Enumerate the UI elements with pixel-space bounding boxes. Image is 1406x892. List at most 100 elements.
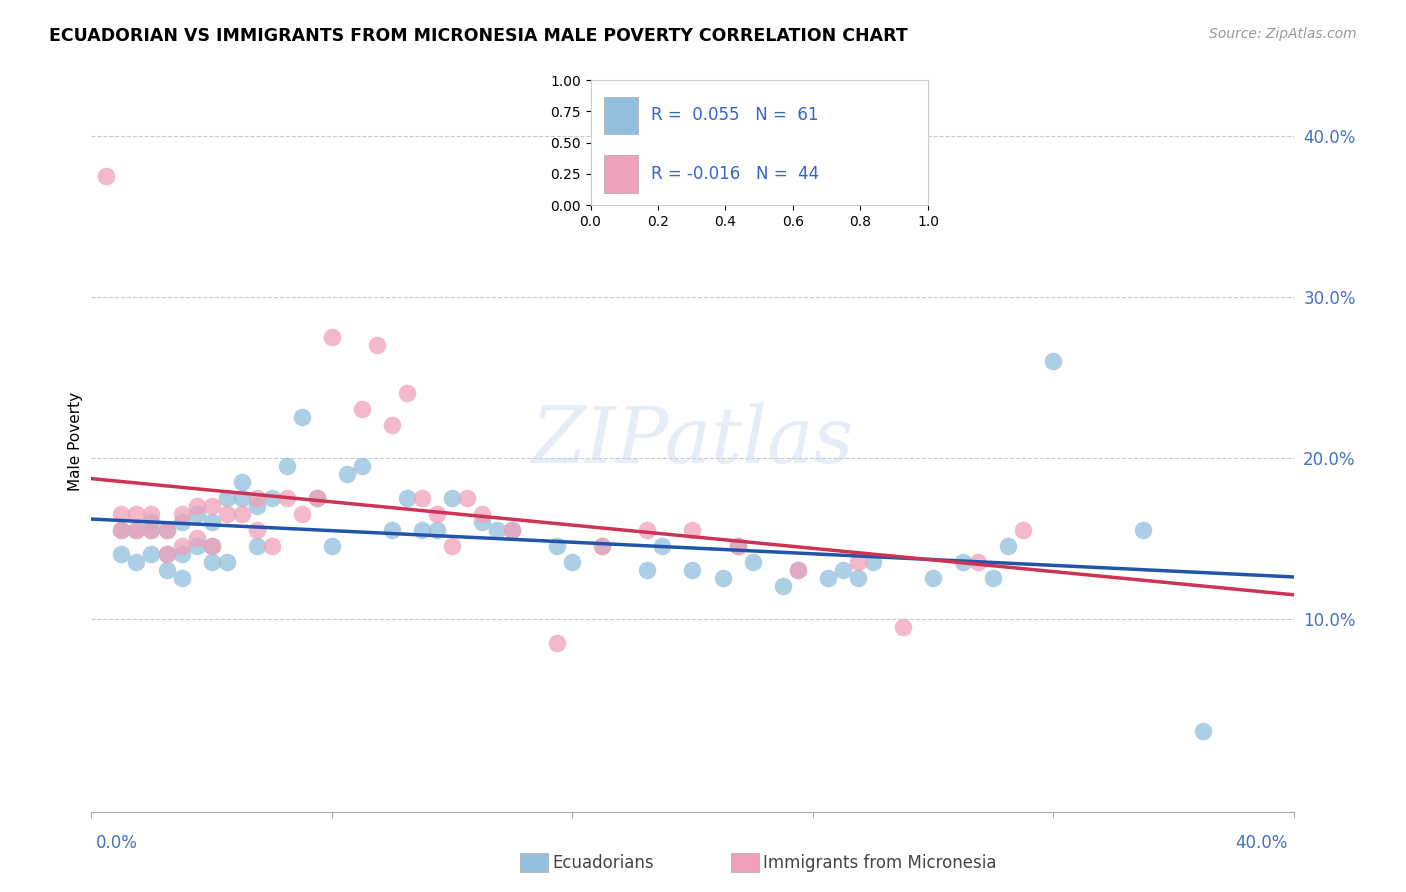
Point — [727, 539, 749, 553]
Point — [817, 571, 839, 585]
Point — [862, 555, 884, 569]
Point — [681, 523, 703, 537]
Point — [155, 547, 177, 561]
Text: ZIPatlas: ZIPatlas — [531, 403, 853, 480]
Point — [201, 499, 224, 513]
Text: 0.0%: 0.0% — [96, 834, 138, 852]
Point — [486, 523, 509, 537]
Point — [170, 571, 193, 585]
Point — [591, 539, 613, 553]
Point — [215, 555, 238, 569]
Point — [110, 507, 132, 521]
Point — [170, 547, 193, 561]
Point — [440, 539, 463, 553]
Point — [125, 555, 148, 569]
Point — [981, 571, 1004, 585]
Point — [846, 571, 869, 585]
Point — [426, 523, 449, 537]
FancyBboxPatch shape — [605, 96, 638, 134]
Point — [141, 523, 163, 537]
Point — [276, 458, 298, 473]
Point — [246, 499, 269, 513]
Point — [321, 539, 343, 553]
Point — [831, 563, 853, 577]
Point — [246, 523, 269, 537]
Point — [891, 619, 914, 633]
Point — [231, 507, 253, 521]
Point — [651, 539, 673, 553]
Point — [411, 491, 433, 505]
Point — [366, 338, 388, 352]
Point — [186, 539, 208, 553]
Point — [170, 539, 193, 553]
Point — [125, 507, 148, 521]
Point — [260, 539, 283, 553]
Point — [215, 507, 238, 521]
Point — [125, 523, 148, 537]
Point — [215, 491, 238, 505]
Point — [727, 539, 749, 553]
Point — [155, 547, 177, 561]
Point — [395, 386, 418, 401]
Point — [291, 507, 314, 521]
Point — [711, 571, 734, 585]
Point — [201, 539, 224, 553]
Point — [501, 523, 523, 537]
Point — [141, 507, 163, 521]
Point — [786, 563, 808, 577]
Point — [170, 515, 193, 529]
Point — [321, 330, 343, 344]
Point — [426, 507, 449, 521]
Point — [110, 547, 132, 561]
Point — [350, 402, 373, 417]
Point — [636, 523, 658, 537]
Point — [997, 539, 1019, 553]
Text: R =  0.055   N =  61: R = 0.055 N = 61 — [651, 106, 818, 124]
Point — [456, 491, 478, 505]
Point — [305, 491, 328, 505]
Point — [1012, 523, 1035, 537]
Point — [246, 539, 269, 553]
Text: Ecuadorians: Ecuadorians — [553, 854, 654, 871]
Point — [186, 531, 208, 545]
Text: Source: ZipAtlas.com: Source: ZipAtlas.com — [1209, 27, 1357, 41]
Point — [141, 515, 163, 529]
Point — [336, 467, 359, 481]
Point — [231, 491, 253, 505]
Text: 40.0%: 40.0% — [1236, 834, 1288, 852]
Point — [141, 523, 163, 537]
Point — [155, 563, 177, 577]
Point — [186, 499, 208, 513]
Point — [772, 579, 794, 593]
Point — [395, 491, 418, 505]
Point — [125, 523, 148, 537]
Point — [546, 539, 568, 553]
Point — [201, 515, 224, 529]
Point — [922, 571, 945, 585]
Text: R = -0.016   N =  44: R = -0.016 N = 44 — [651, 165, 820, 183]
Point — [741, 555, 763, 569]
Point — [201, 539, 224, 553]
Point — [276, 491, 298, 505]
Point — [305, 491, 328, 505]
Point — [291, 410, 314, 425]
Point — [440, 491, 463, 505]
Point — [201, 555, 224, 569]
Point — [681, 563, 703, 577]
FancyBboxPatch shape — [605, 155, 638, 193]
Point — [967, 555, 990, 569]
Point — [786, 563, 808, 577]
Text: Immigrants from Micronesia: Immigrants from Micronesia — [763, 854, 997, 871]
Point — [246, 491, 269, 505]
Point — [381, 418, 404, 433]
Point — [231, 475, 253, 489]
Point — [846, 555, 869, 569]
Point — [546, 636, 568, 650]
Point — [501, 523, 523, 537]
Point — [591, 539, 613, 553]
Point — [260, 491, 283, 505]
Point — [952, 555, 974, 569]
Point — [1132, 523, 1154, 537]
Point — [471, 515, 494, 529]
Point — [1192, 724, 1215, 739]
